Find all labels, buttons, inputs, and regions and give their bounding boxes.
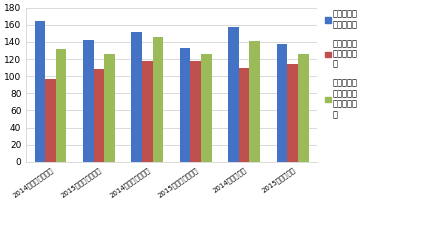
Bar: [239, 69, 249, 162]
Bar: [180, 48, 191, 162]
Bar: [201, 54, 212, 162]
Bar: [132, 32, 142, 162]
Bar: [104, 54, 115, 162]
Bar: [45, 79, 56, 162]
Bar: [56, 49, 66, 162]
Bar: [142, 61, 153, 162]
Bar: [153, 37, 163, 162]
Bar: [94, 69, 104, 162]
Legend: 产业园区整
体景气状况, 园区及主要
企业经营状
况, 产业园区总
体吸引投资
落户能力状
况: 产业园区整 体景气状况, 园区及主要 企业经营状 况, 产业园区总 体吸引投资 …: [324, 9, 359, 120]
Bar: [298, 54, 308, 162]
Bar: [34, 20, 45, 162]
Bar: [249, 41, 260, 162]
Bar: [228, 27, 239, 162]
Bar: [287, 64, 298, 162]
Bar: [191, 61, 201, 162]
Bar: [83, 40, 94, 162]
Bar: [277, 45, 287, 162]
